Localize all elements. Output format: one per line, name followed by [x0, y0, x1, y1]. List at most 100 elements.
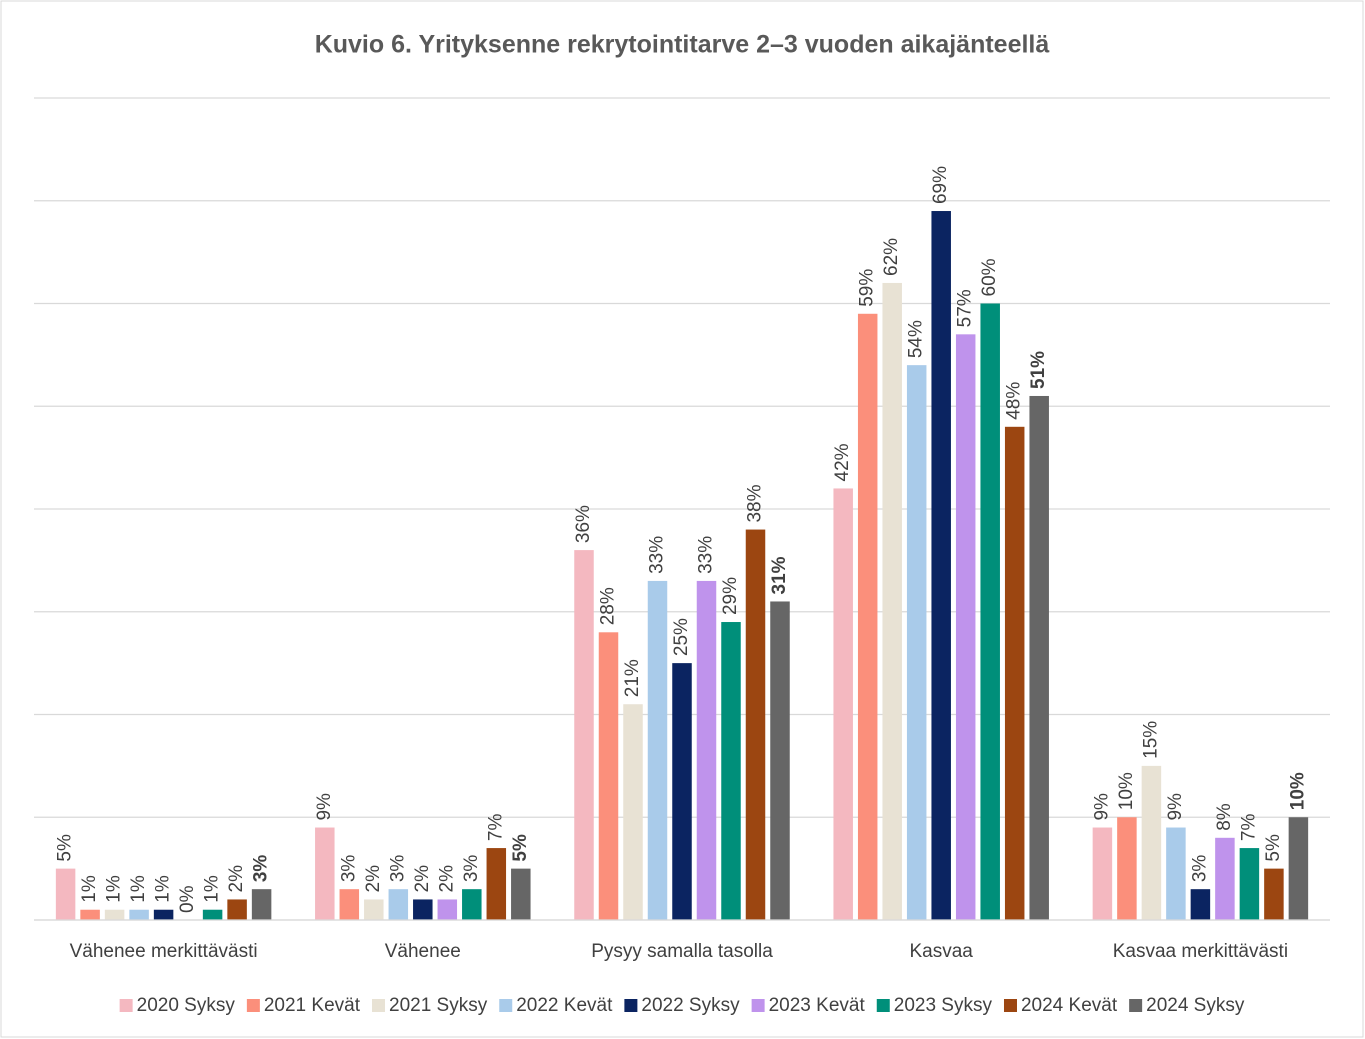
bar — [857, 313, 878, 920]
data-label: 57% — [955, 289, 976, 327]
bar — [1029, 395, 1049, 921]
data-label: 10% — [1116, 772, 1137, 810]
bar — [980, 303, 1000, 920]
bar — [598, 632, 619, 920]
data-label: 21% — [622, 659, 643, 697]
data-label: 7% — [1238, 814, 1259, 842]
bar — [129, 909, 149, 920]
data-label: 5% — [1263, 834, 1284, 862]
data-label: 48% — [1004, 382, 1025, 420]
bar — [1166, 827, 1186, 920]
legend-swatch — [246, 999, 260, 1012]
bar — [1092, 827, 1113, 920]
bar — [413, 899, 433, 920]
legend-swatch — [499, 999, 513, 1012]
data-label: 36% — [573, 505, 594, 543]
bar — [1288, 817, 1309, 920]
bar — [227, 899, 247, 920]
legend-swatch — [1129, 999, 1143, 1012]
bar — [437, 899, 458, 920]
data-label: 1% — [202, 875, 223, 903]
legend-swatch — [876, 999, 890, 1012]
legend-label: 2022 Syksy — [641, 995, 740, 1016]
bar — [721, 622, 741, 920]
legend-label: 2021 Syksy — [389, 995, 488, 1016]
x-tick-label: Kasvaa merkittävästi — [1113, 941, 1288, 962]
data-label: 51% — [1028, 351, 1049, 389]
bar — [80, 909, 100, 920]
bar — [672, 663, 692, 920]
legend-swatch — [372, 999, 386, 1012]
bar — [364, 899, 384, 920]
bar — [931, 211, 951, 920]
bar — [339, 889, 360, 920]
bar — [1239, 848, 1260, 920]
data-label: 9% — [1165, 793, 1186, 821]
bar — [647, 580, 668, 920]
data-label: 9% — [314, 793, 335, 821]
bar — [833, 488, 853, 920]
data-label: 60% — [979, 258, 1000, 296]
bar — [153, 909, 174, 920]
legend-label: 2023 Syksy — [894, 995, 993, 1016]
data-label: 9% — [1091, 793, 1112, 821]
data-label: 59% — [857, 269, 878, 307]
data-label: 38% — [745, 484, 766, 522]
data-label: 7% — [485, 814, 506, 842]
data-label: 1% — [104, 875, 125, 903]
bar — [511, 868, 531, 920]
bar — [1141, 765, 1162, 920]
data-label: 1% — [128, 875, 149, 903]
data-label: 10% — [1287, 772, 1308, 810]
legend-label: 2024 Kevät — [1021, 995, 1118, 1016]
legend-swatch — [1003, 999, 1017, 1012]
data-label: 0% — [177, 885, 198, 913]
bar — [315, 827, 335, 920]
bar — [251, 889, 272, 920]
data-label: 2% — [412, 865, 433, 893]
chart-title: Kuvio 6. Yrityksenne rekrytointitarve 2–… — [315, 31, 1050, 59]
bar — [745, 529, 766, 920]
data-label: 28% — [598, 587, 619, 625]
data-label: 2% — [363, 865, 384, 893]
legend-swatch — [624, 999, 638, 1012]
bar — [1190, 889, 1211, 920]
data-label: 3% — [338, 855, 359, 883]
x-tick-label: Vähenee merkittävästi — [70, 941, 258, 962]
bar — [906, 365, 927, 920]
data-label: 31% — [769, 556, 790, 594]
data-label: 62% — [881, 238, 902, 276]
bar — [1264, 868, 1284, 920]
x-tick-label: Kasvaa — [910, 941, 974, 962]
bar — [696, 580, 717, 920]
bar — [955, 334, 976, 920]
bar — [882, 282, 902, 920]
bar — [104, 909, 125, 920]
legend-label: 2023 Kevät — [769, 995, 866, 1016]
data-label: 5% — [55, 834, 76, 862]
bar — [770, 601, 790, 920]
bar — [574, 550, 594, 920]
data-label: 42% — [832, 443, 853, 481]
data-label: 2% — [436, 865, 457, 893]
bar — [202, 909, 223, 920]
data-label: 3% — [1189, 855, 1210, 883]
data-label: 69% — [930, 166, 951, 204]
bar — [388, 889, 409, 920]
data-label: 25% — [671, 618, 692, 656]
data-label: 1% — [79, 875, 100, 903]
bar — [462, 889, 482, 920]
data-label: 33% — [647, 536, 668, 574]
data-label: 1% — [153, 875, 174, 903]
bar — [1117, 817, 1137, 920]
data-label: 5% — [510, 834, 531, 862]
data-label: 3% — [251, 855, 272, 883]
data-label: 2% — [226, 865, 247, 893]
data-label: 54% — [906, 320, 927, 358]
legend-label: 2020 Syksy — [137, 995, 236, 1016]
bar — [1004, 426, 1025, 920]
data-label: 33% — [696, 536, 717, 574]
x-tick-label: Pysyy samalla tasolla — [591, 941, 773, 962]
bar — [623, 704, 643, 920]
